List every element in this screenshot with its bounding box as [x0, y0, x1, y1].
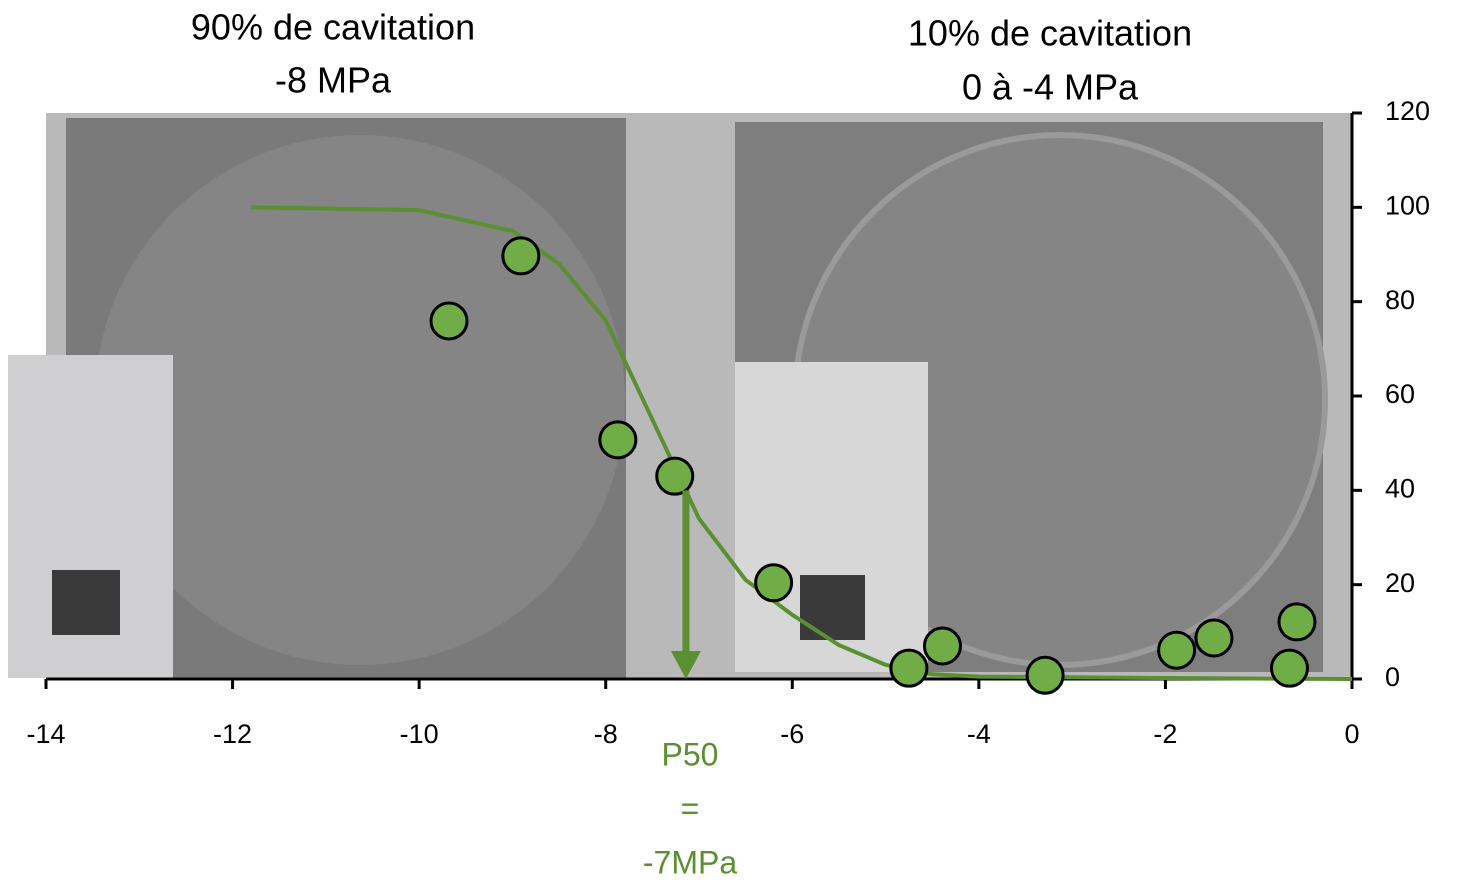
y-tick-label: 80	[1385, 285, 1415, 315]
data-point	[756, 565, 792, 601]
stem-section	[95, 135, 625, 665]
data-point	[891, 650, 927, 686]
p50-annotation: -7MPa	[643, 844, 737, 880]
data-point	[1196, 620, 1232, 656]
x-tick-label: -12	[213, 719, 252, 749]
x-tick-label: 0	[1344, 719, 1359, 749]
data-point	[657, 458, 693, 494]
data-point	[1027, 657, 1063, 693]
data-point	[600, 422, 636, 458]
x-tick-label: -10	[400, 719, 439, 749]
p50-annotation: P50	[662, 736, 719, 772]
pot	[800, 575, 865, 640]
data-point	[503, 238, 539, 274]
data-point	[924, 628, 960, 664]
title: 90% de cavitation	[191, 7, 475, 48]
pot	[52, 570, 120, 635]
data-point	[1159, 632, 1195, 668]
data-point	[1271, 650, 1307, 686]
y-tick-label: 20	[1385, 568, 1415, 598]
x-tick-label: -6	[780, 719, 804, 749]
y-tick-label: 100	[1385, 190, 1430, 220]
title: -8 MPa	[275, 60, 392, 101]
data-point	[431, 303, 467, 339]
x-tick-label: -14	[26, 719, 65, 749]
y-tick-label: 60	[1385, 379, 1415, 409]
title: 10% de cavitation	[908, 13, 1192, 54]
y-tick-label: 120	[1385, 96, 1430, 126]
data-point	[1279, 604, 1315, 640]
y-tick-label: 0	[1385, 662, 1400, 692]
x-tick-label: -4	[967, 719, 991, 749]
y-tick-label: 40	[1385, 473, 1415, 503]
x-tick-label: -8	[594, 719, 618, 749]
x-tick-label: -2	[1153, 719, 1177, 749]
p50-annotation: =	[681, 790, 700, 826]
title: 0 à -4 MPa	[962, 67, 1139, 108]
chart: 90% de cavitation -8 MPa 10% de cavitation…	[0, 0, 1457, 884]
